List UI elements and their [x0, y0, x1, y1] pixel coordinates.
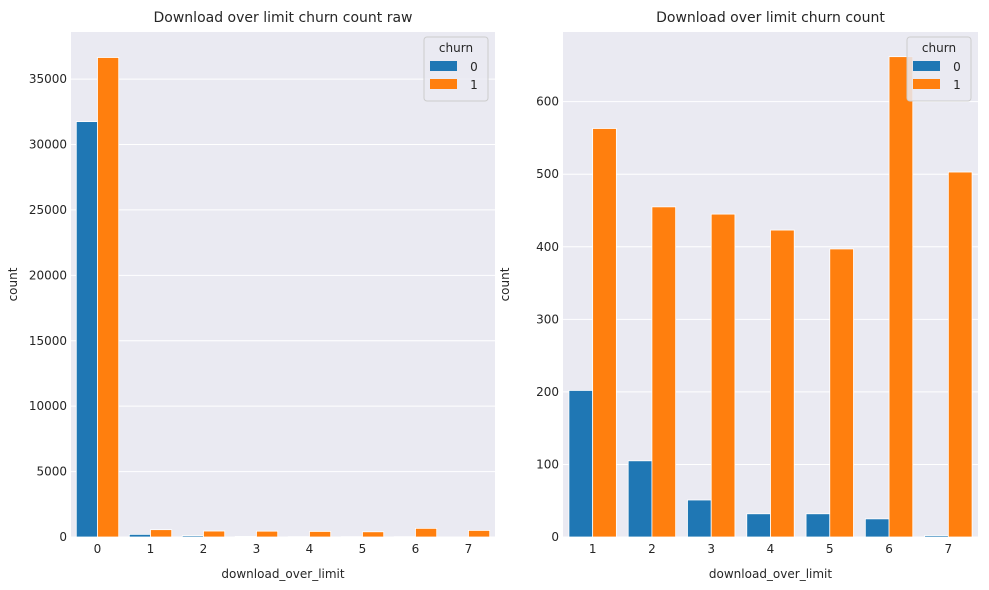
x-tick-label: 2 — [200, 542, 208, 556]
x-tick-label: 2 — [648, 542, 656, 556]
bar-churn-0-cat-0 — [75, 121, 98, 538]
bar-churn-0-cat-1 — [128, 533, 151, 538]
bar-churn-1-cat-2 — [651, 206, 677, 538]
legend-label: 0 — [953, 60, 961, 74]
x-tick-label: 6 — [412, 542, 420, 556]
bar-churn-0-cat-2 — [181, 535, 204, 538]
y-tick-label: 0 — [59, 530, 67, 544]
legend-label: 1 — [953, 78, 961, 92]
x-axis-label: download_over_limit — [221, 567, 344, 581]
bar-churn-0-cat-4 — [746, 513, 771, 538]
x-tick-label: 6 — [885, 542, 893, 556]
x-tick-label: 7 — [465, 542, 473, 556]
chart-raw: 0 5000 10000 15000 20000 25000 30000 35000 0 1 2 3 4… — [6, 10, 495, 581]
bar-churn-1-cat-1 — [592, 128, 617, 538]
bar-churn-1-cat-7 — [947, 171, 973, 538]
bar-churn-1-cat-1 — [150, 529, 173, 538]
bar-churn-0-cat-3 — [687, 499, 712, 538]
y-tick-label: 100 — [536, 457, 559, 471]
plot-area — [71, 32, 495, 537]
bar-churn-1-cat-7 — [468, 530, 491, 538]
x-tick-label: 1 — [147, 542, 155, 556]
bar-churn-0-cat-7 — [924, 535, 949, 538]
chart-title: Download over limit churn count raw — [154, 10, 413, 26]
bar-churn-1-cat-0 — [97, 57, 120, 538]
legend-title: churn — [922, 41, 956, 55]
y-tick-label: 25000 — [29, 203, 67, 217]
x-tick-label: 4 — [767, 542, 775, 556]
chart-filtered: 0 100 200 300 400 500 600 1 2 3 4 5 6 7 Download over … — [498, 10, 978, 581]
y-axis-label: count — [6, 267, 20, 301]
legend-label: 1 — [470, 78, 478, 92]
chart-title: Download over limit churn count — [656, 10, 885, 26]
x-tick-label: 0 — [94, 542, 102, 556]
bar-churn-0-cat-3 — [234, 536, 257, 538]
y-tick-label: 0 — [551, 530, 559, 544]
legend-title: churn — [439, 41, 473, 55]
x-tick-label: 1 — [589, 542, 597, 556]
y-tick-label: 5000 — [36, 465, 67, 479]
y-tick-label: 10000 — [29, 399, 67, 413]
y-axis-label: count — [498, 267, 512, 301]
bar-churn-0-cat-6 — [864, 518, 890, 538]
y-tick-label: 300 — [536, 312, 559, 326]
bar-churn-1-cat-3 — [256, 530, 279, 538]
bar-churn-0-cat-1 — [568, 390, 594, 538]
legend-swatch-1 — [430, 79, 457, 89]
x-axis-label: download_over_limit — [709, 567, 832, 581]
y-tick-label: 200 — [536, 385, 559, 399]
x-tick-label: 3 — [707, 542, 715, 556]
bar-churn-1-cat-6 — [415, 527, 438, 538]
legend-swatch-0 — [913, 61, 940, 71]
bar-churn-1-cat-6 — [888, 56, 914, 538]
y-tick-label: 400 — [536, 240, 559, 254]
legend: churn 0 1 — [423, 36, 489, 102]
x-tick-label: 5 — [826, 542, 834, 556]
x-tick-label: 3 — [253, 542, 261, 556]
legend-swatch-0 — [430, 61, 457, 71]
x-tick-label: 7 — [945, 542, 953, 556]
y-tick-label: 30000 — [29, 138, 67, 152]
y-tick-label: 20000 — [29, 268, 67, 282]
x-tick-label: 4 — [306, 542, 314, 556]
bar-churn-0-cat-5 — [805, 513, 831, 538]
bar-churn-0-cat-2 — [627, 460, 653, 538]
y-tick-label: 15000 — [29, 334, 67, 348]
y-tick-label: 500 — [536, 167, 559, 181]
y-tick-label: 600 — [536, 95, 559, 109]
y-tick-label: 35000 — [29, 72, 67, 86]
legend-swatch-1 — [913, 79, 940, 89]
bar-churn-1-cat-2 — [203, 530, 226, 538]
bar-churn-1-cat-4 — [309, 531, 332, 538]
x-tick-label: 5 — [359, 542, 367, 556]
bar-churn-1-cat-5 — [362, 531, 385, 538]
bar-churn-1-cat-4 — [770, 229, 795, 538]
bar-churn-1-cat-5 — [829, 248, 854, 538]
legend-label: 0 — [470, 60, 478, 74]
legend: churn 0 1 — [906, 36, 972, 102]
bar-churn-1-cat-3 — [710, 213, 736, 538]
